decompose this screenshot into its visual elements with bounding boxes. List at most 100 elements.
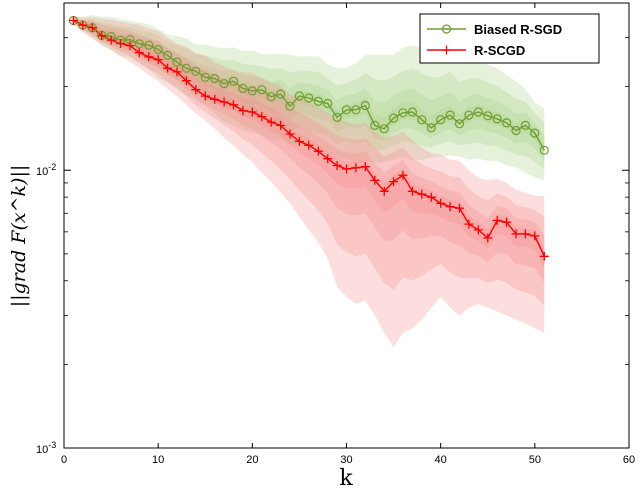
confidence-bands [73,15,545,348]
point-r-scgd-40 [436,198,446,208]
point-r-scgd-15 [200,91,210,101]
point-r-scgd-42 [455,203,464,213]
point-r-scgd-20 [247,107,257,117]
point-r-scgd-1 [68,16,78,25]
point-r-scgd-31 [351,163,361,173]
point-biased-r-sgd-40 [436,115,446,125]
point-biased-r-sgd-39 [426,123,436,133]
band-r-scgd-0 [73,16,545,348]
point-r-scgd-27 [313,146,323,156]
point-biased-r-sgd-11 [163,50,173,61]
point-biased-r-sgd-36 [398,108,408,118]
point-biased-r-sgd-23 [276,89,286,99]
point-r-scgd-30 [342,164,351,174]
point-r-scgd-41 [445,202,455,212]
legend-label-biased-r-sgd: Biased R-SGD [474,22,562,37]
point-biased-r-sgd-41 [445,110,455,120]
point-biased-r-sgd-20 [247,86,257,96]
point-r-scgd-18 [229,100,238,110]
point-biased-r-sgd-30 [341,105,352,115]
point-r-scgd-33 [370,175,380,185]
point-r-scgd-21 [257,112,267,122]
point-r-scgd-36 [398,170,408,180]
point-r-scgd-24 [285,129,295,139]
point-r-scgd-22 [266,117,276,127]
point-biased-r-sgd-14 [191,66,201,76]
legend-box [419,13,600,64]
point-r-scgd-6 [116,39,125,48]
point-r-scgd-7 [125,41,135,51]
point-biased-r-sgd-32 [360,100,370,111]
legend-label-r-scgd: R-SCGD [474,43,525,58]
point-r-scgd-25 [294,136,304,146]
x-tick-label-60: 60 [623,454,635,466]
legend-marker-biased-r-sgd [441,24,452,34]
band-biased-r-sgd-2 [73,19,545,161]
point-biased-r-sgd-16 [210,73,220,84]
point-r-scgd-23 [276,120,286,130]
point-biased-r-sgd-10 [153,44,163,55]
point-biased-r-sgd-13 [181,63,191,73]
legend-marker-r-scgd [442,45,451,55]
x-axis-ticks: 0 10 20 30 40 50 60 [61,3,635,466]
point-r-scgd-12 [172,67,182,77]
point-biased-r-sgd-42 [454,119,465,129]
point-biased-r-sgd-8 [134,39,144,49]
point-r-scgd-19 [238,106,248,116]
point-r-scgd-13 [181,76,191,86]
point-r-scgd-4 [97,31,107,41]
point-r-scgd-46 [492,215,502,225]
point-biased-r-sgd-46 [492,114,502,124]
y-tick-label--2: 10-2 [36,162,56,178]
point-biased-r-sgd-33 [370,120,380,131]
y-tick-label--3: 10-3 [36,440,56,456]
point-r-scgd-17 [219,97,229,107]
point-biased-r-sgd-37 [407,107,417,117]
point-r-scgd-2 [78,20,88,30]
point-biased-r-sgd-50 [530,128,540,138]
point-biased-r-sgd-21 [257,85,267,95]
point-r-scgd-8 [134,48,144,58]
point-biased-r-sgd-45 [483,111,493,121]
point-r-scgd-32 [360,162,370,172]
point-biased-r-sgd-25 [294,91,304,101]
point-biased-r-sgd-18 [228,76,239,86]
point-biased-r-sgd-19 [238,83,248,94]
series-markers [68,15,549,261]
point-biased-r-sgd-27 [313,96,323,107]
point-biased-r-sgd-34 [379,124,389,134]
y-axis-ticks: 10-2 10-3 [36,2,629,456]
point-r-scgd-35 [389,177,399,187]
point-biased-r-sgd-35 [389,113,399,123]
point-biased-r-sgd-29 [332,112,342,123]
y-axis-label: ||grad F(x^k)|| [8,165,30,308]
point-biased-r-sgd-51 [539,145,549,155]
point-biased-r-sgd-31 [351,105,361,115]
legend: Biased R-SGD R-SCGD [419,13,600,64]
point-biased-r-sgd-43 [464,110,474,120]
x-tick-label-30: 30 [340,454,352,466]
point-r-scgd-37 [407,186,417,196]
point-biased-r-sgd-17 [219,78,229,89]
point-r-scgd-43 [464,219,474,229]
point-biased-r-sgd-49 [520,120,531,131]
point-biased-r-sgd-47 [502,118,512,128]
point-r-scgd-11 [163,63,173,73]
point-r-scgd-9 [144,52,154,62]
x-tick-label-40: 40 [435,454,447,466]
point-biased-r-sgd-38 [417,115,427,125]
point-biased-r-sgd-44 [473,107,483,117]
point-r-scgd-45 [483,233,493,243]
point-r-scgd-47 [502,217,512,227]
point-r-scgd-48 [511,229,521,239]
point-biased-r-sgd-28 [323,98,333,109]
point-r-scgd-10 [153,55,163,65]
point-r-scgd-26 [304,140,314,150]
x-tick-label-20: 20 [246,454,258,466]
point-r-scgd-28 [323,154,333,164]
x-tick-label-50: 50 [529,454,541,466]
point-biased-r-sgd-22 [266,92,276,102]
point-biased-r-sgd-24 [285,101,295,111]
point-r-scgd-51 [539,251,549,261]
point-biased-r-sgd-26 [304,93,314,103]
